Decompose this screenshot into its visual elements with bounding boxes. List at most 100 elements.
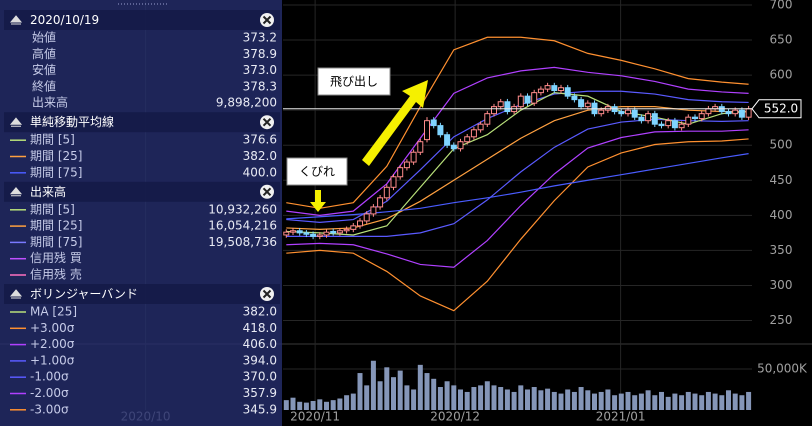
- candle-body: [665, 120, 672, 127]
- candle-body: [678, 123, 685, 129]
- collapse-icon[interactable]: [9, 15, 23, 25]
- y-tick-label: 450: [770, 173, 793, 187]
- volume-bar: [531, 387, 537, 410]
- collapse-icon[interactable]: [9, 117, 23, 127]
- section-title: 2020/10/19: [30, 13, 99, 27]
- row-value: 378.9: [243, 47, 277, 61]
- candle-body: [491, 106, 497, 115]
- candle-body: [645, 113, 652, 122]
- candle-body: [296, 230, 303, 234]
- candle-body: [437, 125, 444, 136]
- volume-bar: [478, 385, 484, 410]
- info-panel: 2020/10/19 始値 373.2 高値 378.9 安値 373.0 終値 378.3 出来…: [0, 0, 282, 426]
- x-tick-label: 2020/11: [290, 410, 340, 424]
- candle-body: [484, 113, 491, 125]
- close-x: [262, 117, 272, 127]
- row-label: 期間 [25]: [30, 219, 82, 233]
- candle-body: [551, 85, 558, 92]
- candle-body: [390, 176, 397, 188]
- row-label: 期間 [5]: [30, 202, 75, 216]
- row-label: 信用残 買: [30, 251, 82, 265]
- candle-body: [584, 102, 591, 108]
- volume-bar: [726, 390, 731, 410]
- volume-bar: [424, 373, 430, 410]
- volume-bar: [464, 391, 470, 410]
- volume-bar: [525, 389, 530, 410]
- candle-body: [403, 161, 410, 169]
- candle-body: [618, 111, 625, 115]
- volume-bar: [357, 373, 363, 410]
- collapse-icon[interactable]: [9, 289, 23, 299]
- volume-bar: [585, 390, 591, 410]
- x-tick-label: 2021/01: [596, 410, 646, 424]
- candle-body: [725, 111, 732, 115]
- volume-bar: [330, 400, 336, 410]
- volume-bar: [652, 395, 658, 410]
- volume-bar: [317, 399, 323, 410]
- volume-bar: [491, 385, 497, 410]
- candle-body: [598, 109, 605, 115]
- volume-bar: [558, 393, 564, 410]
- volume-bar: [659, 391, 664, 410]
- volume-bar: [618, 393, 624, 410]
- candle-body: [370, 206, 377, 215]
- row-value: 400.0: [243, 165, 277, 179]
- plot: [283, 36, 752, 410]
- section-header: [4, 10, 280, 30]
- candle-body: [410, 151, 417, 163]
- candle-body: [685, 116, 692, 125]
- candle-body: [477, 123, 484, 131]
- volume-bar: [551, 391, 557, 410]
- volume-bar: [665, 396, 671, 410]
- volume-bar: [685, 391, 691, 410]
- candle-body: [336, 230, 343, 234]
- volume-bar: [746, 391, 752, 410]
- row-label: MA [25]: [30, 305, 77, 319]
- candle-body: [424, 120, 430, 141]
- candle-body: [497, 101, 504, 108]
- volume-bar: [518, 385, 524, 410]
- candle-body: [450, 144, 457, 150]
- row-value: 357.9: [243, 386, 277, 400]
- volume-bar: [431, 378, 437, 410]
- volume-bar: [283, 400, 289, 410]
- section-title: 出来高: [30, 184, 66, 199]
- row-value: 406.0: [243, 337, 277, 351]
- y-tick-label: 700: [770, 0, 793, 12]
- candle-body: [564, 87, 571, 97]
- volume-bar: [437, 387, 443, 410]
- row-value: 16,054,216: [208, 219, 277, 233]
- row-label: 高値: [32, 46, 56, 61]
- volume-bar: [404, 385, 410, 410]
- row-label: 期間 [75]: [30, 235, 82, 249]
- row-label: 信用残 売: [30, 267, 82, 282]
- volume-bar: [625, 391, 631, 410]
- volume-bar: [638, 393, 644, 410]
- section-header: [4, 112, 280, 133]
- candle-body: [444, 134, 451, 146]
- arrow: [310, 190, 326, 212]
- volume-bar: [397, 370, 403, 410]
- annotation-text: 飛び出し: [330, 75, 378, 89]
- section-header: [4, 284, 280, 304]
- volume-bar: [297, 401, 303, 410]
- volume-bar: [538, 390, 544, 410]
- row-label: 出来高: [32, 95, 68, 110]
- candle-body: [283, 231, 290, 236]
- x-tick-label: 2020/12: [430, 410, 480, 424]
- annotation-text: くびれ: [299, 165, 335, 179]
- candle-body: [457, 141, 464, 150]
- row-value: 10,932,260: [208, 202, 277, 216]
- candle-body: [357, 220, 363, 227]
- volume-bar: [679, 395, 685, 410]
- candle-body: [383, 186, 390, 199]
- section-header: [4, 181, 280, 202]
- section-title: ボリンジャーバンド: [30, 287, 138, 301]
- row-label: -2.00σ: [30, 386, 69, 400]
- candle-body: [377, 197, 384, 208]
- collapse-icon[interactable]: [9, 187, 23, 197]
- row-label: 安値: [32, 62, 56, 77]
- candle-body: [363, 213, 370, 222]
- row-value: 382.0: [243, 149, 277, 163]
